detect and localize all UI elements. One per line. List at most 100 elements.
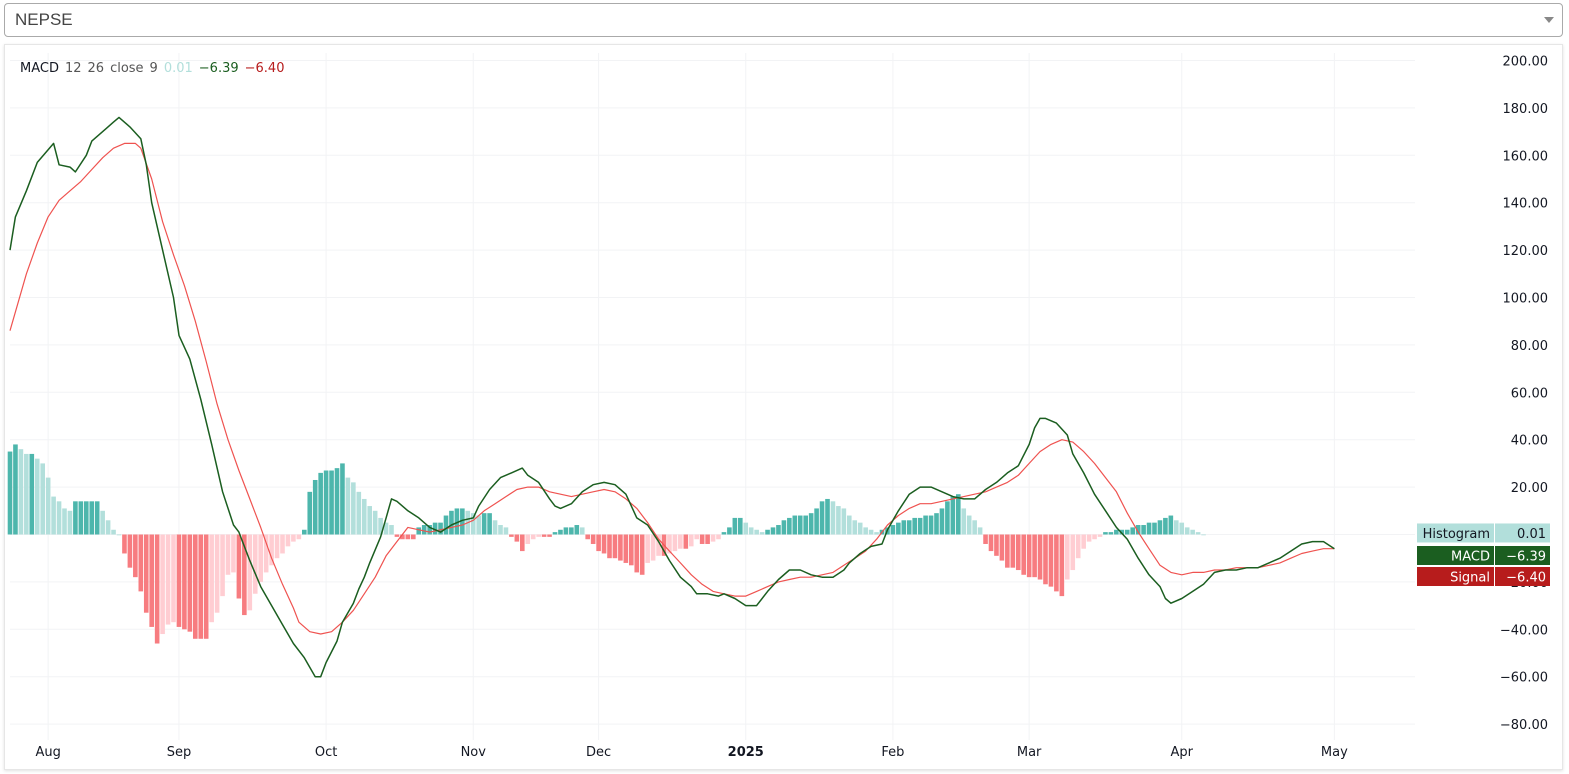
histogram-bar [291,534,296,542]
histogram-bar [334,468,340,535]
histogram-bar [1141,525,1146,535]
x-tick-label: 2025 [728,745,764,760]
histogram-bar [100,510,105,535]
histogram-bar [1043,534,1048,585]
histogram-bar [1086,534,1092,542]
x-axis[interactable]: Aug Sep Oct Nov Dec 2025 Feb Mar Apr May [35,745,1348,760]
histogram-bar [89,501,95,535]
x-tick-label: Nov [461,745,487,760]
histogram-bar [84,501,89,535]
histogram-bar [857,522,863,535]
histogram-tag: Histogram 0.01 [1417,523,1550,543]
histogram-bar [923,515,928,535]
histogram-bar [808,513,814,535]
histogram-bar [56,501,62,535]
legend-histogram-value: 0.01 [163,61,193,76]
y-tick-label: 40.00 [1511,434,1548,449]
histogram-bar [759,532,765,535]
histogram-bar [122,534,127,554]
histogram-bar [1130,527,1135,535]
histogram-bar [116,534,122,536]
histogram-bar [966,515,972,535]
histogram-bar [1075,534,1081,559]
y-tick-label: 160.00 [1503,149,1549,164]
histogram-bar [160,534,165,635]
histogram-bar [852,520,858,535]
histogram-bar [372,510,378,535]
y-axis[interactable]: 200.00 180.00 160.00 140.00 120.00 100.00 80.0… [1500,55,1548,734]
histogram-bar [45,477,51,535]
histogram-bar [318,472,323,535]
histogram-bar [639,534,645,575]
histogram-bar [1184,527,1190,535]
histogram-bar [209,534,214,623]
histogram-bar [40,463,45,535]
y-tick-label: 140.00 [1503,197,1549,212]
histogram-bar [274,534,280,559]
histogram-bar [999,534,1005,561]
signal-tag-value: −6.40 [1506,571,1546,586]
histogram-bar [1081,534,1086,549]
histogram-bar [231,534,236,573]
macd-tag-value: −6.39 [1506,550,1546,565]
histogram-bar [754,529,759,535]
y-tick-label: 200.00 [1503,55,1549,70]
histogram-bar [378,517,383,535]
histogram-bar [361,498,367,535]
histogram-bar [770,527,776,535]
histogram-bar [340,463,345,535]
histogram-bar [634,534,640,573]
macd-line [9,116,1335,678]
y-tick-label: 20.00 [1511,481,1548,496]
histogram-bar [449,510,454,535]
histogram-bar [814,508,819,535]
histogram-bar [432,522,438,535]
histogram-bar [601,534,607,554]
histogram-bar [1157,520,1163,535]
legend-indicator-name: MACD [20,61,59,76]
histogram-bar [1054,534,1059,592]
histogram-bar [252,534,258,594]
histogram-bar [612,534,618,559]
histogram-bar [972,520,977,535]
y-tick-label: −60.00 [1500,671,1548,686]
histogram-bar [650,534,656,561]
macd-chart-panel[interactable]: 200.00 180.00 160.00 140.00 120.00 100.00 80.0… [4,44,1563,770]
histogram-bar [149,534,154,627]
histogram-bar [105,520,111,535]
histogram-bar [988,534,994,552]
histogram-bar [73,501,78,535]
histogram-bar [411,534,416,540]
histogram-tag-value-bg [1495,523,1550,543]
histogram-bar [645,534,650,563]
legend-slow-length: 26 [87,61,105,76]
histogram-bar [1065,534,1070,580]
histogram-bar [1114,529,1119,535]
histogram-bar [7,451,13,535]
x-tick-label: Mar [1017,745,1042,760]
histogram-bar [563,527,569,535]
histogram-bar [1201,534,1206,536]
signal-tag: Signal −6.40 [1417,567,1550,586]
x-tick-label: Feb [881,745,904,760]
histogram-bar [225,534,231,575]
indicator-legend[interactable]: MACD 12 26 close 9 0.01 −6.39 −6.40 [20,61,284,76]
histogram-bar [525,534,531,544]
histogram-bar [950,496,956,535]
histogram-bar [269,534,274,566]
histogram-bar [1059,534,1065,597]
histogram-bar [187,534,193,632]
histogram-bar [383,522,389,535]
histogram-bar [874,532,879,535]
histogram-bar [1097,534,1103,537]
histogram-bar [24,453,29,535]
histogram-bar [607,534,612,559]
symbol-select[interactable]: NEPSE [4,3,1563,37]
histogram-bar [165,534,171,625]
macd-tag-value-bg [1495,546,1550,565]
histogram-bar [1010,534,1016,568]
macd-chart[interactable]: 200.00 180.00 160.00 140.00 120.00 100.00 80.0… [5,45,1562,769]
histogram-bar [182,534,187,630]
histogram-bar [776,525,781,535]
histogram-bar [1005,534,1010,568]
